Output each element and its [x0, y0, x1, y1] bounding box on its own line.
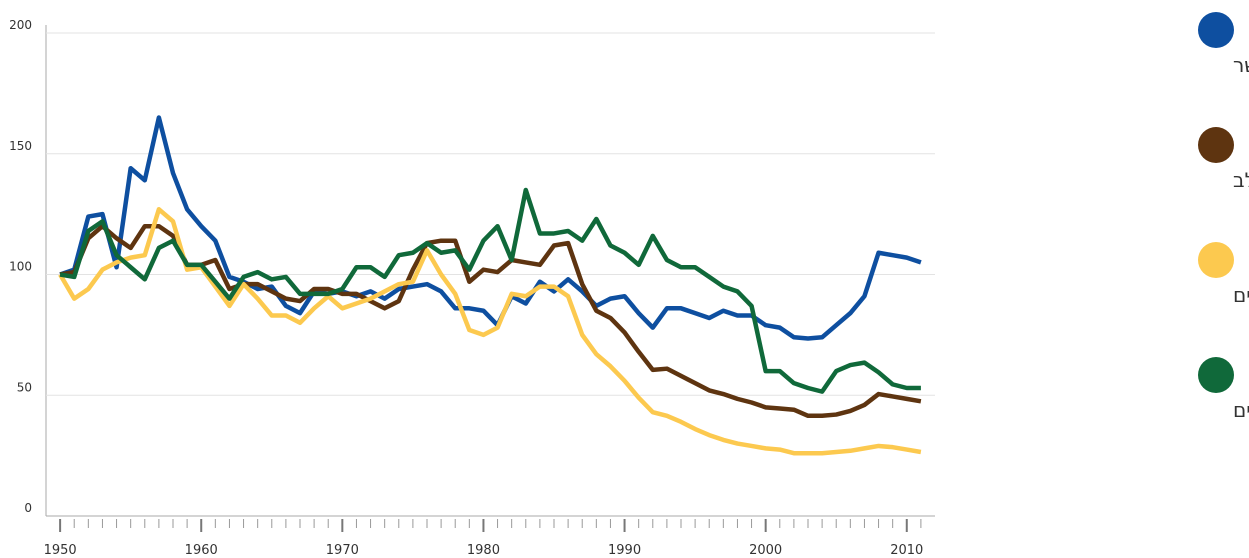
legend-swatch — [1198, 242, 1234, 278]
legend-label: ביצים — [1233, 283, 1249, 307]
y-tick-label: 200 — [9, 18, 32, 32]
line-series — [59, 115, 922, 341]
line-series — [59, 223, 922, 419]
legend-swatch — [1198, 357, 1234, 393]
legend-label: דגים — [1233, 398, 1249, 422]
x-tick-label: 1980 — [467, 543, 500, 558]
x-tick-label: 1960 — [185, 543, 218, 558]
legend-swatch — [1198, 127, 1234, 163]
legend-label: חלב — [1233, 168, 1249, 192]
legend-label: בשר — [1233, 53, 1249, 77]
x-tick-label: 1990 — [608, 543, 641, 558]
x-tick-label: 1970 — [326, 543, 359, 558]
y-tick-label: 100 — [9, 260, 32, 274]
legend-swatch — [1198, 12, 1234, 48]
x-tick-label: 2010 — [890, 543, 923, 558]
y-tick-label: 50 — [17, 380, 32, 394]
y-tick-label: 0 — [24, 501, 32, 515]
line-series — [59, 187, 921, 394]
line-series — [58, 207, 922, 456]
x-tick-label: 2000 — [749, 543, 782, 558]
x-tick-label: 1950 — [44, 543, 77, 558]
y-tick-label: 150 — [9, 139, 32, 153]
